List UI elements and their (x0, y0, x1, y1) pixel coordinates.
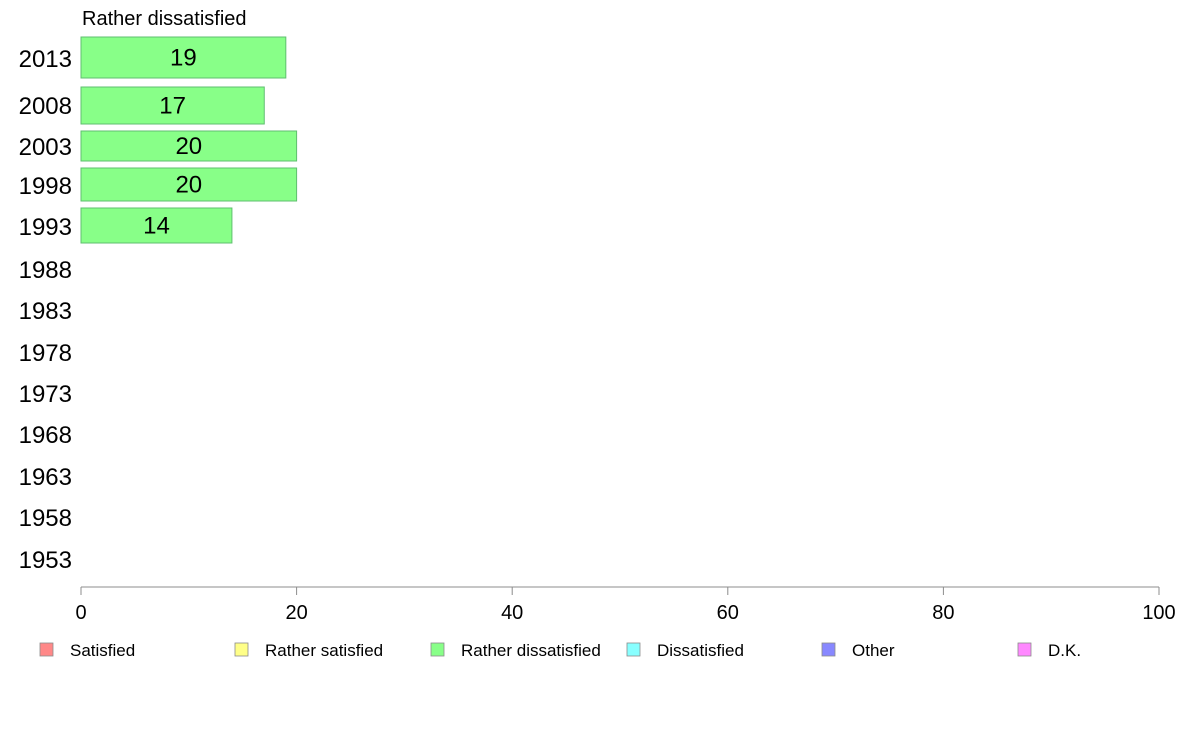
legend-label: Rather dissatisfied (461, 641, 601, 660)
year-label: 1958 (19, 505, 72, 532)
bar (80, 86, 265, 125)
legend-item: Rather satisfied (234, 641, 383, 660)
legend-swatch (1017, 642, 1032, 657)
year-label: 1963 (19, 464, 72, 491)
x-tick-label: 20 (285, 602, 307, 624)
year-label: 1983 (19, 298, 72, 325)
bar (80, 207, 233, 244)
legend-label: D.K. (1048, 641, 1081, 660)
bar-value-label: 19 (170, 45, 197, 72)
year-label: 2003 (19, 134, 72, 161)
x-tick-label: 0 (75, 602, 86, 624)
x-tick-label: 40 (501, 602, 523, 624)
legend-item: D.K. (1017, 641, 1081, 660)
legend-item: Satisfied (39, 641, 135, 660)
bar-value-label: 20 (175, 133, 202, 160)
x-tick-label: 80 (932, 602, 954, 624)
legend-label: Rather satisfied (265, 641, 383, 660)
legend-swatch (234, 642, 249, 657)
x-tick-label: 100 (1142, 602, 1175, 624)
year-label: 1953 (19, 547, 72, 574)
legend-label: Satisfied (70, 641, 135, 660)
chart-title: Rather dissatisfied (82, 8, 247, 30)
bar-value-label: 17 (159, 93, 186, 120)
legend-swatch (821, 642, 836, 657)
bar (80, 167, 298, 202)
legend: Satisfied Rather satisfied Rather dissatis… (39, 641, 1081, 660)
year-label: 1988 (19, 257, 72, 284)
year-label: 2013 (19, 46, 72, 73)
legend-item: Rather dissatisfied (430, 641, 601, 660)
bar (80, 130, 298, 162)
year-labels: 2013 2008 2003 1998 1993 1988 1983 1978 1973 1968… (19, 46, 72, 574)
bar-value-label: 20 (175, 172, 202, 199)
bar-value-label: 14 (143, 213, 170, 240)
legend-label: Dissatisfied (657, 641, 744, 660)
legend-swatch (626, 642, 641, 657)
year-label: 1978 (19, 340, 72, 367)
year-label: 1998 (19, 173, 72, 200)
legend-swatch (39, 642, 54, 657)
year-label: 1968 (19, 422, 72, 449)
year-label: 1993 (19, 214, 72, 241)
legend-item: Dissatisfied (626, 641, 744, 660)
legend-label: Other (852, 641, 895, 660)
legend-item: Other (821, 641, 895, 660)
x-tick-label: 60 (717, 602, 739, 624)
year-label: 2008 (19, 93, 72, 120)
year-label: 1973 (19, 381, 72, 408)
bar (80, 36, 287, 79)
x-axis: 0 20 40 60 80 100 (75, 586, 1176, 624)
legend-swatch (430, 642, 445, 657)
